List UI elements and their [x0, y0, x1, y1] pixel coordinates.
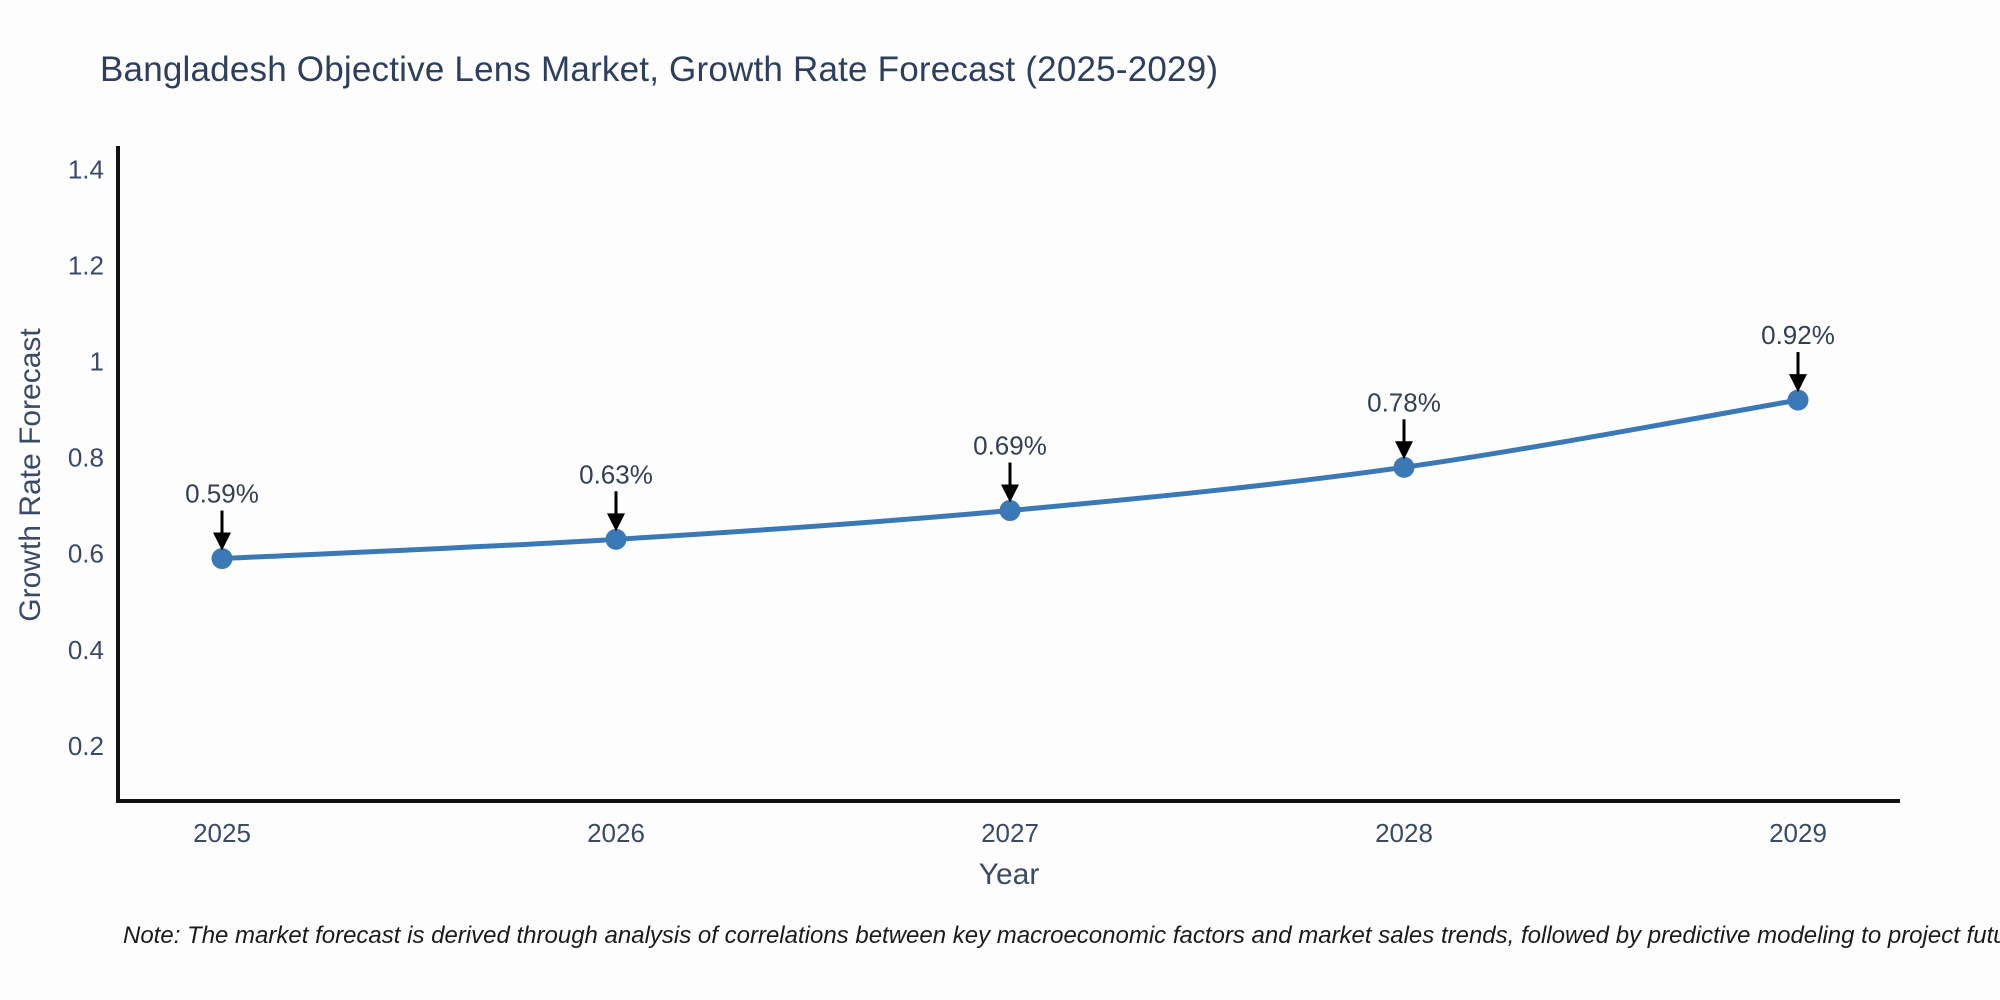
annotation-label: 0.92% [1761, 320, 1835, 350]
data-marker [605, 528, 627, 550]
y-tick-label: 0.8 [68, 443, 104, 473]
annotation-label: 0.59% [185, 479, 259, 509]
annotation-label: 0.78% [1367, 387, 1441, 417]
x-tick-label: 2027 [981, 818, 1039, 848]
data-marker [1393, 456, 1415, 478]
annotation-arrow-head [1395, 441, 1413, 460]
annotation-arrow-head [607, 513, 625, 532]
annotation-arrow-head [1789, 374, 1807, 393]
y-tick-label: 1.4 [68, 155, 104, 185]
y-tick-label: 0.6 [68, 539, 104, 569]
data-marker [1787, 389, 1809, 411]
annotation-arrow-head [1001, 484, 1019, 503]
y-axis-title: Growth Rate Forecast [14, 328, 47, 622]
x-tick-label: 2025 [193, 818, 251, 848]
y-tick-label: 0.2 [68, 731, 104, 761]
y-tick-label: 1 [90, 347, 104, 377]
x-tick-label: 2028 [1375, 818, 1433, 848]
x-axis-title: Year [978, 858, 1040, 891]
x-tick-label: 2029 [1769, 818, 1827, 848]
y-tick-label: 0.4 [68, 635, 104, 665]
y-tick-label: 1.2 [68, 251, 104, 281]
data-marker [211, 548, 233, 570]
chart-title: Bangladesh Objective Lens Market, Growth… [100, 50, 1219, 89]
data-marker [999, 500, 1021, 522]
footnote: Note: The market forecast is derived thr… [123, 922, 2000, 949]
x-tick-label: 2026 [587, 818, 645, 848]
annotation-label: 0.63% [579, 459, 653, 489]
annotation-arrow-head [213, 532, 231, 551]
annotation-label: 0.69% [973, 431, 1047, 461]
